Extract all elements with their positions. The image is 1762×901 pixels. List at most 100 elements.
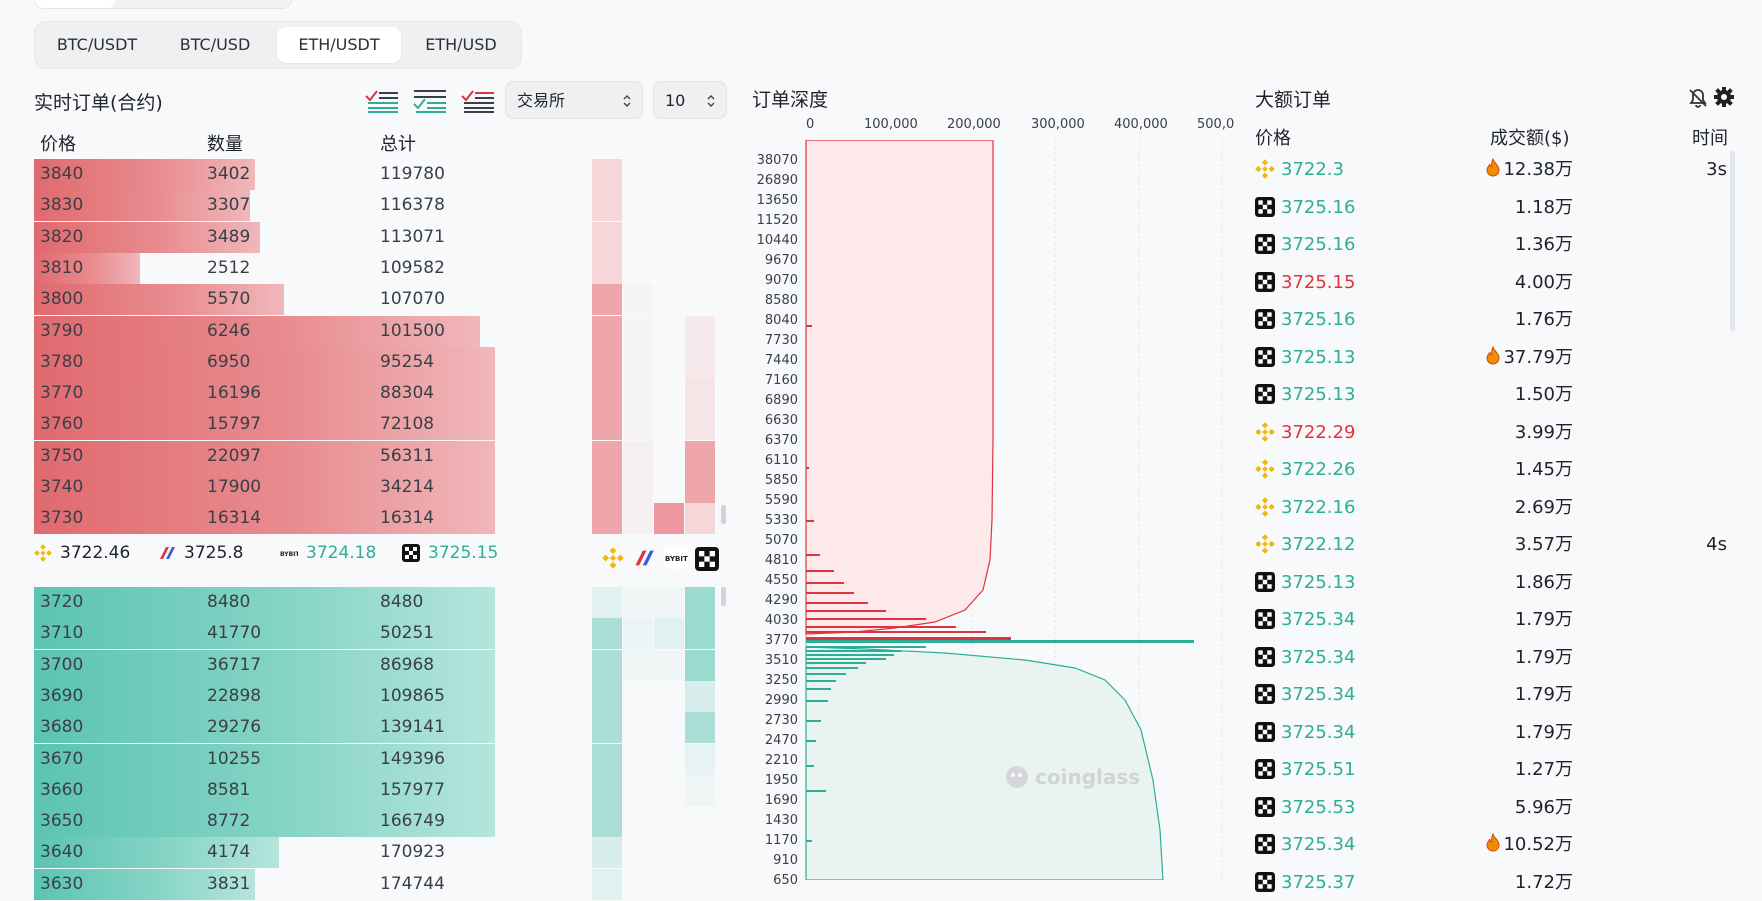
ask-row[interactable]: 3750 22097 56311 xyxy=(34,440,514,472)
ask-row[interactable]: 3780 6950 95254 xyxy=(34,346,514,378)
ask-heat-cell xyxy=(592,252,622,284)
ask-row[interactable]: 3760 15797 72108 xyxy=(34,409,514,441)
y-tick-label: 8580 xyxy=(764,293,798,308)
view-asks-icon[interactable] xyxy=(458,84,498,116)
market-type-toggle[interactable] xyxy=(34,0,292,9)
ask-price: 3750 xyxy=(40,445,84,466)
bid-heat-cell xyxy=(623,837,653,868)
large-order-price: 3725.34 xyxy=(1281,646,1356,668)
large-order-row[interactable]: 3725.53 5.96万 xyxy=(1255,789,1725,826)
ask-row[interactable]: 3820 3489 113071 xyxy=(34,221,514,253)
large-order-row[interactable]: 3722.12 3.57万 4s xyxy=(1255,526,1727,563)
ask-price: 3740 xyxy=(40,477,84,497)
depth-chart: coinglass xyxy=(805,140,1223,880)
large-order-row[interactable]: 3725.13 37.79万 xyxy=(1255,339,1725,376)
bid-depth-bar xyxy=(806,790,826,792)
bell-off-icon[interactable] xyxy=(1687,87,1709,109)
bid-heat-cell xyxy=(685,806,715,837)
bid-heat-cell xyxy=(592,868,622,900)
ask-row[interactable]: 3730 16314 16314 xyxy=(34,503,514,535)
bid-row[interactable]: 3710 41770 50251 xyxy=(34,618,514,650)
bid-heat-cell xyxy=(685,649,715,681)
bid-row[interactable]: 3660 8581 157977 xyxy=(34,774,514,806)
ask-row[interactable]: 3770 16196 88304 xyxy=(34,378,514,410)
ask-qty: 15797 xyxy=(207,414,262,435)
y-tick-label: 7160 xyxy=(764,373,798,388)
bid-heat-cell xyxy=(654,806,684,837)
large-order-row[interactable]: 3725.34 1.79万 xyxy=(1255,639,1725,676)
ask-depth-bars xyxy=(806,325,986,633)
large-order-row[interactable]: 3722.29 3.99万 xyxy=(1255,414,1725,451)
ask-row[interactable]: 3790 6246 101500 xyxy=(34,315,514,347)
large-order-row[interactable]: 3725.34 1.79万 xyxy=(1255,714,1725,751)
view-mixed-icon[interactable] xyxy=(362,84,402,116)
gear-icon[interactable] xyxy=(1713,86,1735,108)
bid-heat-cell xyxy=(654,744,684,775)
large-order-amount: 3.57万 xyxy=(1514,534,1573,555)
bid-heat-cell xyxy=(654,775,684,806)
heat-scroll-handle-top[interactable] xyxy=(721,505,726,524)
ask-row[interactable]: 3840 3402 119780 xyxy=(34,159,514,190)
bid-row[interactable]: 3650 8772 166749 xyxy=(34,806,514,838)
y-tick-label: 1170 xyxy=(764,833,798,848)
x-tick-label: 300,000 xyxy=(1031,117,1085,132)
bid-row[interactable]: 3640 4174 170923 xyxy=(34,837,514,869)
ask-depth-bar xyxy=(34,378,495,410)
bid-qty: 22898 xyxy=(207,685,262,706)
tab-btc-usdt[interactable]: BTC/USDT xyxy=(56,35,138,54)
binance-icon xyxy=(34,544,52,562)
bid-heat-cell xyxy=(623,681,653,712)
large-order-row[interactable]: 3725.34 1.79万 xyxy=(1255,601,1725,638)
view-bids-icon[interactable] xyxy=(410,84,450,116)
large-orders-scrollbar[interactable] xyxy=(1730,151,1735,331)
large-order-row[interactable]: 3722.3 12.38万 3s xyxy=(1255,151,1727,188)
bid-row[interactable]: 3680 29276 139141 xyxy=(34,712,514,744)
large-order-row[interactable]: 3725.34 1.79万 xyxy=(1255,676,1725,713)
large-order-row[interactable]: 3725.15 4.00万 xyxy=(1255,264,1725,301)
large-order-row[interactable]: 3725.51 1.27万 xyxy=(1255,751,1725,788)
heat-scroll-handle-bottom[interactable] xyxy=(721,587,726,606)
large-order-row[interactable]: 3722.26 1.45万 xyxy=(1255,451,1725,488)
bid-depth-bar xyxy=(34,712,495,744)
pair-tabs: BTC/USDT BTC/USD ETH/USDT ETH/USD xyxy=(34,21,522,69)
ask-heat-cell xyxy=(623,253,653,284)
bid-row[interactable]: 3720 8480 8480 xyxy=(34,587,514,618)
ask-depth-bar xyxy=(34,284,284,316)
large-order-row[interactable]: 3725.16 1.76万 xyxy=(1255,301,1725,338)
depth-select[interactable]: 10 xyxy=(653,81,727,119)
ask-row[interactable]: 3740 17900 34214 xyxy=(34,472,514,503)
large-order-price: 3725.34 xyxy=(1281,721,1356,743)
ask-price: 3820 xyxy=(40,226,84,247)
large-order-row[interactable]: 3725.34 10.52万 xyxy=(1255,826,1725,863)
bid-row[interactable]: 3630 3831 174744 xyxy=(34,868,514,900)
ask-row[interactable]: 3800 5570 107070 xyxy=(34,284,514,316)
large-order-row[interactable]: 3725.13 1.86万 xyxy=(1255,564,1725,601)
okx-icon xyxy=(1255,796,1275,817)
ask-depth-bar xyxy=(806,626,956,628)
ask-heat-cell xyxy=(685,159,715,190)
ask-row[interactable]: 3830 3307 116378 xyxy=(34,190,514,222)
large-order-row[interactable]: 3725.16 1.18万 xyxy=(1255,189,1725,226)
large-order-row[interactable]: 3722.16 2.69万 xyxy=(1255,489,1725,526)
bid-heat-cell xyxy=(623,712,653,743)
large-order-row[interactable]: 3725.37 1.72万 xyxy=(1255,864,1725,901)
ask-depth-bar xyxy=(34,221,260,253)
tab-eth-usd[interactable]: ETH/USD xyxy=(425,35,497,54)
bid-heat-cell xyxy=(623,869,653,900)
large-order-price: 3725.16 xyxy=(1281,196,1356,218)
ticker-value: 3724.18 xyxy=(306,543,377,563)
large-order-row[interactable]: 3725.13 1.50万 xyxy=(1255,376,1725,413)
large-order-price: 3725.51 xyxy=(1281,759,1356,780)
bid-row[interactable]: 3700 36717 86968 xyxy=(34,649,514,681)
ask-heat-cell xyxy=(592,346,622,378)
ask-row[interactable]: 3810 2512 109582 xyxy=(34,252,514,284)
bid-row[interactable]: 3690 22898 109865 xyxy=(34,680,514,712)
large-order-amount-cell: 1.45万 xyxy=(1515,451,1573,488)
tab-eth-usdt[interactable]: ETH/USDT xyxy=(277,27,401,63)
market-type-selected[interactable] xyxy=(35,0,115,8)
exchange-select[interactable]: 交易所 xyxy=(505,81,643,119)
y-tick-label: 4290 xyxy=(764,593,798,608)
tab-btc-usd[interactable]: BTC/USD xyxy=(179,35,251,54)
large-order-row[interactable]: 3725.16 1.36万 xyxy=(1255,226,1725,263)
bid-row[interactable]: 3670 10255 149396 xyxy=(34,743,514,775)
